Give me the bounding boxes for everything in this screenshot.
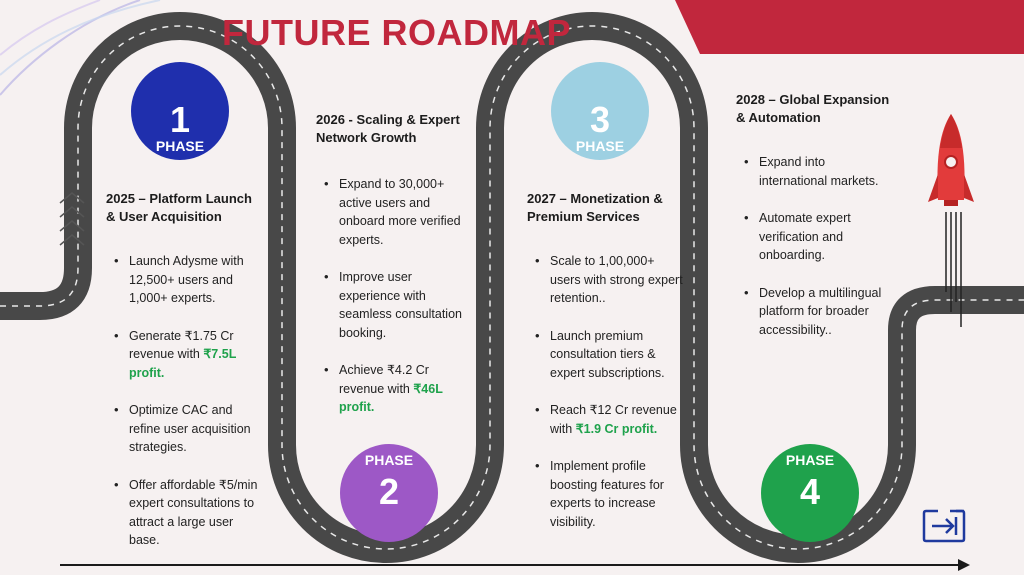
bullet-item: Achieve ₹4.2 Cr revenue with ₹46L profit…: [316, 361, 466, 417]
bullet-item: Offer affordable ₹5/min expert consultat…: [106, 476, 266, 550]
bullet-text: Offer affordable ₹5/min expert consultat…: [129, 477, 258, 548]
bullet-text: Optimize CAC and refine user acquisition…: [129, 403, 251, 454]
bullet-item: Implement profile boosting features for …: [527, 457, 687, 531]
phase-label: PHASE: [575, 138, 625, 154]
bullet-text: Automate expert verification and onboard…: [759, 211, 851, 262]
bullet-text: Generate ₹1.75 Cr revenue with: [129, 328, 234, 362]
bullet-item: Reach ₹12 Cr revenue with ₹1.9 Cr profit…: [527, 401, 687, 438]
phase-number: 1: [169, 99, 191, 140]
phase-label: PHASE: [364, 452, 414, 468]
bullet-item: Improve user experience with seamless co…: [316, 268, 466, 342]
bullet-text: Launch premium consultation tiers & expe…: [550, 328, 665, 380]
bullet-list: Scale to 1,00,000+ users with strong exp…: [527, 252, 687, 531]
section-heading: 2025 – Platform Launch & User Acquisitio…: [106, 191, 252, 224]
bullet-item: Optimize CAC and refine user acquisition…: [106, 401, 266, 457]
chevron-up-icon: [59, 192, 85, 246]
rocket-icon: [928, 114, 974, 327]
phase-3-section: 2027 – Monetization & Premium Services S…: [527, 190, 687, 550]
bullet-item: Develop a multilingual platform for broa…: [736, 284, 896, 340]
bullet-item: Expand to 30,000+ active users and onboa…: [316, 175, 466, 249]
bullet-text: Expand into international markets.: [759, 155, 879, 188]
phase-number: 3: [589, 99, 611, 140]
bullet-item: Scale to 1,00,000+ users with strong exp…: [527, 252, 687, 308]
bullet-text: Reach ₹12 Cr revenue with: [550, 403, 677, 436]
bullet-text: Develop a multilingual platform for broa…: [759, 285, 882, 337]
exit-icon[interactable]: [922, 508, 966, 544]
timeline-arrowhead: [958, 559, 970, 571]
bullet-item: Launch Adysme with 12,500+ users and 1,0…: [106, 252, 266, 308]
page-title: FUTURE ROADMAP: [222, 12, 571, 53]
profit-highlight: ₹7.5L profit.: [129, 347, 237, 380]
section-heading: 2026 - Scaling & Expert Network Growth: [316, 112, 460, 145]
bullet-list: Launch Adysme with 12,500+ users and 1,0…: [106, 252, 266, 550]
phase-1-section: 2025 – Platform Launch & User Acquisitio…: [106, 190, 266, 569]
profit-highlight: ₹46L profit.: [339, 381, 443, 415]
bullet-list: Expand into international markets. Autom…: [736, 153, 896, 339]
bullet-item: Expand into international markets.: [736, 153, 896, 190]
road-lane-markings: [0, 25, 1024, 550]
bullet-text: Launch Adysme with 12,500+ users and 1,0…: [129, 254, 244, 305]
phase-1-badge: 1 PHASE: [131, 62, 229, 160]
swoosh-line: [0, 0, 101, 56]
header-banner: [675, 0, 1024, 54]
profit-highlight: ₹1.9 Cr profit.: [575, 421, 658, 436]
swoosh-line: [0, 0, 141, 96]
phase-number: 2: [378, 471, 400, 512]
phase-2-badge: PHASE 2: [340, 444, 438, 542]
bullet-text: Achieve ₹4.2 Cr revenue with: [339, 363, 429, 396]
bullet-item: Launch premium consultation tiers & expe…: [527, 327, 687, 383]
phase-3-badge: 3 PHASE: [551, 62, 649, 160]
bullet-item: Automate expert verification and onboard…: [736, 209, 896, 265]
bullet-text: Implement profile boosting features for …: [550, 459, 664, 529]
bullet-item: Generate ₹1.75 Cr revenue with ₹7.5L pro…: [106, 327, 266, 383]
phase-4-section: 2028 – Global Expansion & Automation Exp…: [736, 91, 896, 358]
phase-number: 4: [799, 471, 821, 512]
bullet-list: Expand to 30,000+ active users and onboa…: [316, 175, 466, 417]
section-heading: 2027 – Monetization & Premium Services: [527, 191, 663, 224]
phase-label: PHASE: [785, 452, 835, 468]
phase-2-section: 2026 - Scaling & Expert Network Growth E…: [316, 111, 466, 436]
swoosh-line: [0, 0, 161, 76]
section-heading: 2028 – Global Expansion & Automation: [736, 92, 890, 125]
phase-4-badge: PHASE 4: [761, 444, 859, 542]
phase-label: PHASE: [155, 138, 205, 154]
bullet-text: Improve user experience with seamless co…: [339, 270, 462, 340]
bullet-text: Expand to 30,000+ active users and onboa…: [339, 177, 461, 247]
bullet-text: Scale to 1,00,000+ users with strong exp…: [550, 254, 683, 305]
